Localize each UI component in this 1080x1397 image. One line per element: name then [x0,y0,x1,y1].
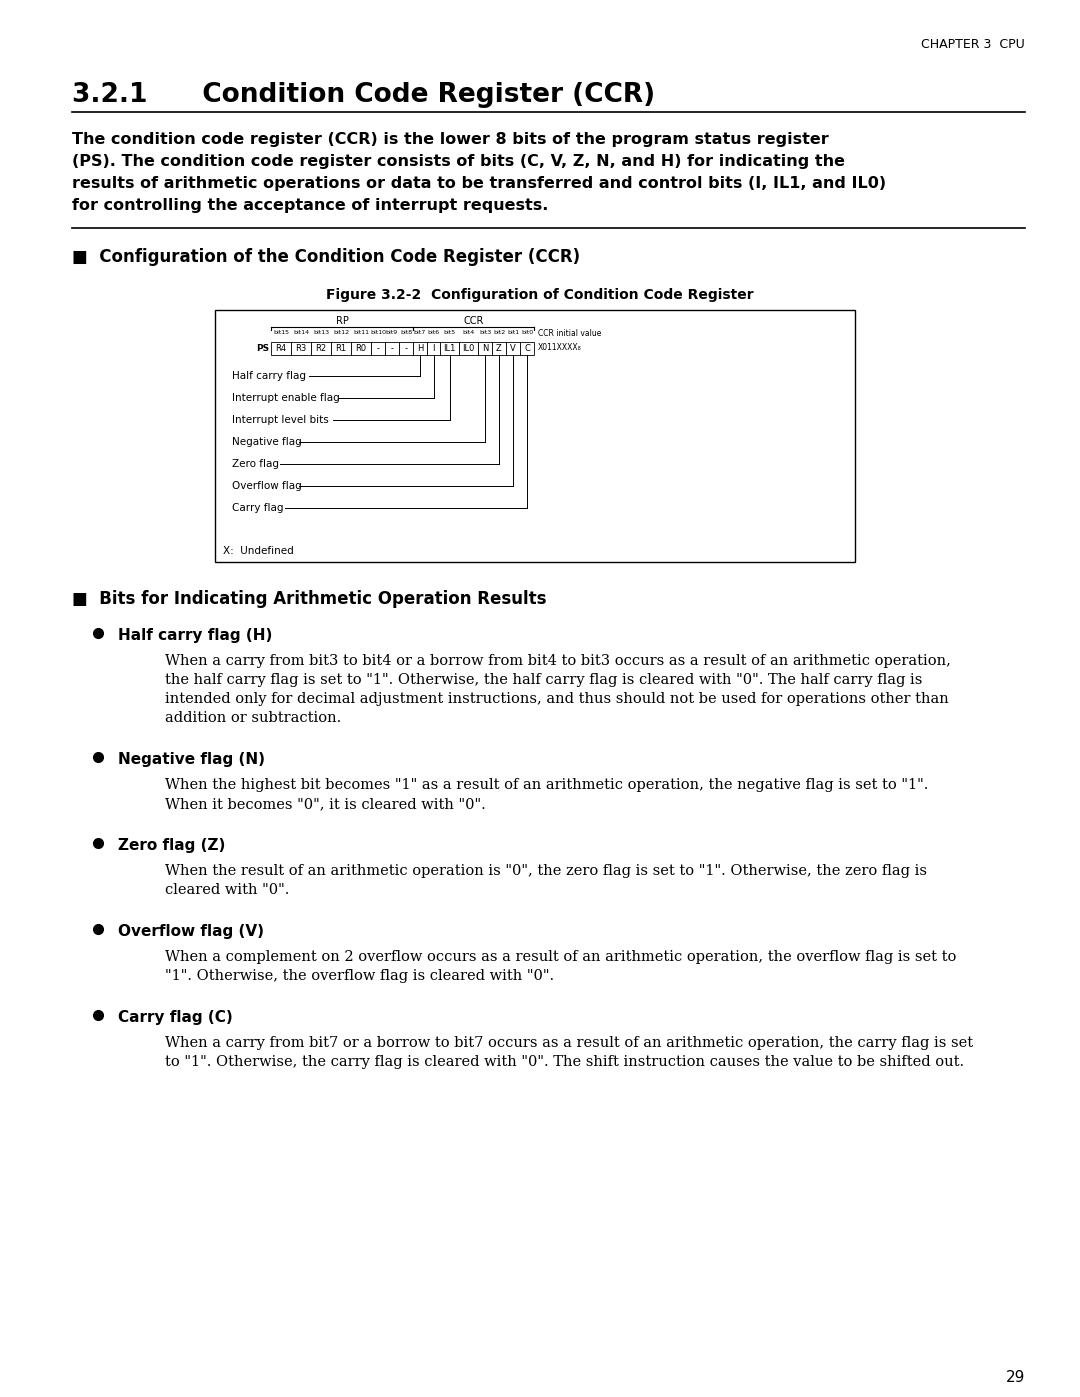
Text: 3.2.1      Condition Code Register (CCR): 3.2.1 Condition Code Register (CCR) [72,82,656,108]
Text: N: N [482,344,488,353]
Text: Negative flag (N): Negative flag (N) [118,752,265,767]
Text: bit13: bit13 [313,330,329,335]
Text: bit10: bit10 [370,330,386,335]
Text: CCR initial value: CCR initial value [538,330,602,338]
Bar [215,310,855,562]
Text: "1". Otherwise, the overflow flag is cleared with "0".: "1". Otherwise, the overflow flag is cle… [165,970,554,983]
Bar [351,342,372,355]
Text: H: H [417,344,423,353]
Text: intended only for decimal adjustment instructions, and thus should not be used f: intended only for decimal adjustment ins… [165,692,948,705]
Text: bit3: bit3 [478,330,491,335]
Text: R3: R3 [295,344,307,353]
Text: cleared with "0".: cleared with "0". [165,883,289,897]
Text: bit1: bit1 [507,330,519,335]
Text: R4: R4 [275,344,286,353]
Text: Half carry flag: Half carry flag [232,372,306,381]
Text: Z: Z [496,344,502,353]
Bar [399,342,413,355]
Text: R0: R0 [355,344,366,353]
Text: bit11: bit11 [353,330,369,335]
Text: Carry flag (C): Carry flag (C) [118,1010,233,1025]
Text: Overflow flag (V): Overflow flag (V) [118,923,264,939]
Text: X:  Undefined: X: Undefined [222,546,294,556]
Text: CHAPTER 3  CPU: CHAPTER 3 CPU [921,38,1025,52]
Text: (PS). The condition code register consists of bits (C, V, Z, N, and H) for indic: (PS). The condition code register consis… [72,154,845,169]
Text: to "1". Otherwise, the carry flag is cleared with "0". The shift instruction cau: to "1". Otherwise, the carry flag is cle… [165,1055,964,1069]
Text: C: C [524,344,530,353]
Text: R2: R2 [315,344,326,353]
Text: When it becomes "0", it is cleared with "0".: When it becomes "0", it is cleared with … [165,798,486,812]
Bar [427,342,440,355]
Text: results of arithmetic operations or data to be transferred and control bits (I, : results of arithmetic operations or data… [72,176,886,191]
Text: Interrupt level bits: Interrupt level bits [232,415,328,425]
Bar [492,342,507,355]
Text: bit7: bit7 [414,330,427,335]
Bar [440,342,459,355]
Text: bit4: bit4 [462,330,474,335]
Bar [271,342,291,355]
Text: Negative flag: Negative flag [232,437,301,447]
Text: Interrupt enable flag: Interrupt enable flag [232,393,340,402]
Bar [478,342,492,355]
Text: IL1: IL1 [443,344,456,353]
Text: 29: 29 [1005,1370,1025,1384]
Text: When a carry from bit7 or a borrow to bit7 occurs as a result of an arithmetic o: When a carry from bit7 or a borrow to bi… [165,1037,973,1051]
Text: the half carry flag is set to "1". Otherwise, the half carry flag is cleared wit: the half carry flag is set to "1". Other… [165,673,922,687]
Text: bit15: bit15 [273,330,289,335]
Text: When a complement on 2 overflow occurs as a result of an arithmetic operation, t: When a complement on 2 overflow occurs a… [165,950,957,964]
Text: IL0: IL0 [462,344,475,353]
Text: V: V [510,344,516,353]
Bar [459,342,478,355]
Text: bit2: bit2 [492,330,505,335]
Text: addition or subtraction.: addition or subtraction. [165,711,341,725]
Text: RP: RP [336,316,349,326]
Bar [519,342,534,355]
Text: bit0: bit0 [521,330,534,335]
Bar [311,342,330,355]
Bar [372,342,384,355]
Text: X011XXXX₈: X011XXXX₈ [538,344,582,352]
Text: When the result of an arithmetic operation is "0", the zero flag is set to "1". : When the result of an arithmetic operati… [165,863,927,877]
Text: bit6: bit6 [428,330,440,335]
Text: When a carry from bit3 to bit4 or a borrow from bit4 to bit3 occurs as a result : When a carry from bit3 to bit4 or a borr… [165,654,950,668]
Text: Zero flag (Z): Zero flag (Z) [118,838,226,854]
Text: bit12: bit12 [333,330,349,335]
Text: Zero flag: Zero flag [232,460,279,469]
Text: -: - [377,344,379,353]
Text: Half carry flag (H): Half carry flag (H) [118,629,272,643]
Text: ■  Configuration of the Condition Code Register (CCR): ■ Configuration of the Condition Code Re… [72,249,580,265]
Text: -: - [391,344,393,353]
Bar [330,342,351,355]
Text: ■  Bits for Indicating Arithmetic Operation Results: ■ Bits for Indicating Arithmetic Operati… [72,590,546,608]
Bar [384,342,399,355]
Text: PS: PS [256,344,270,353]
Text: bit5: bit5 [444,330,456,335]
Text: bit8: bit8 [400,330,413,335]
Text: I: I [432,344,435,353]
Text: The condition code register (CCR) is the lower 8 bits of the program status regi: The condition code register (CCR) is the… [72,131,828,147]
Text: -: - [405,344,407,353]
Text: Carry flag: Carry flag [232,503,283,513]
Bar [291,342,311,355]
Text: R1: R1 [336,344,347,353]
Text: When the highest bit becomes "1" as a result of an arithmetic operation, the neg: When the highest bit becomes "1" as a re… [165,778,929,792]
Text: bit9: bit9 [386,330,399,335]
Text: for controlling the acceptance of interrupt requests.: for controlling the acceptance of interr… [72,198,549,212]
Text: Overflow flag: Overflow flag [232,481,301,490]
Bar [507,342,519,355]
Text: bit14: bit14 [293,330,309,335]
Text: CCR: CCR [463,316,484,326]
Text: Figure 3.2-2  Configuration of Condition Code Register: Figure 3.2-2 Configuration of Condition … [326,288,754,302]
Bar [413,342,427,355]
